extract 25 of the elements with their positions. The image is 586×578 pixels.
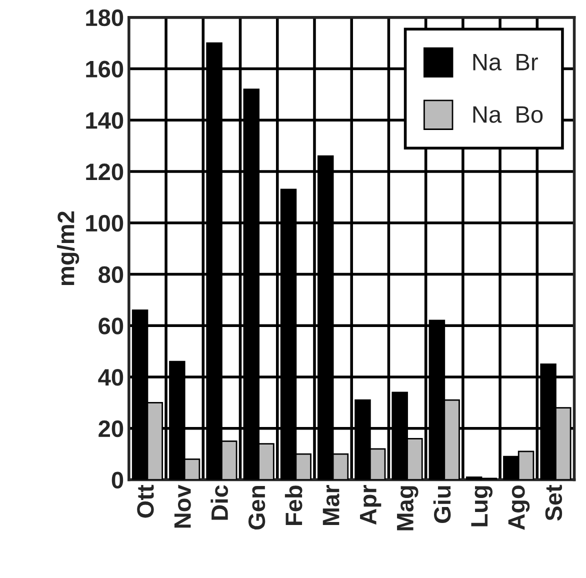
x-tick-label: Ott [137,484,154,518]
y-tick-label: 160 [86,60,124,78]
x-tick-label: Apr [360,484,382,525]
legend-label: Na Br [473,54,538,70]
x-tick-label: Mag [397,486,418,530]
y-tick-label: 100 [86,214,124,232]
x-tick-label: Feb [284,486,302,525]
x-tick-label: Ago [508,486,530,530]
y-tick-label: 40 [98,369,124,386]
y-axis-title: mg/m2 [57,211,80,286]
x-tick-label: Dic [210,485,228,520]
x-tick-label: Giu [433,486,451,523]
y-tick-label: 120 [86,164,124,180]
y-tick-label: 60 [98,318,124,334]
legend-label: Na Bo [473,106,543,123]
x-tick-label: Lug [471,486,492,526]
x-tick-label: Gen [248,486,266,530]
y-tick-label: 20 [98,420,124,438]
x-tick-label: Set [545,484,562,521]
x-tick-label: Nov [174,484,191,528]
y-tick-label: 80 [98,266,124,284]
y-tick-label: 180 [86,9,124,26]
y-tick-label: 140 [86,112,124,129]
y-tick-label: 0 [112,472,124,489]
x-tick-label: Mar [322,484,340,526]
